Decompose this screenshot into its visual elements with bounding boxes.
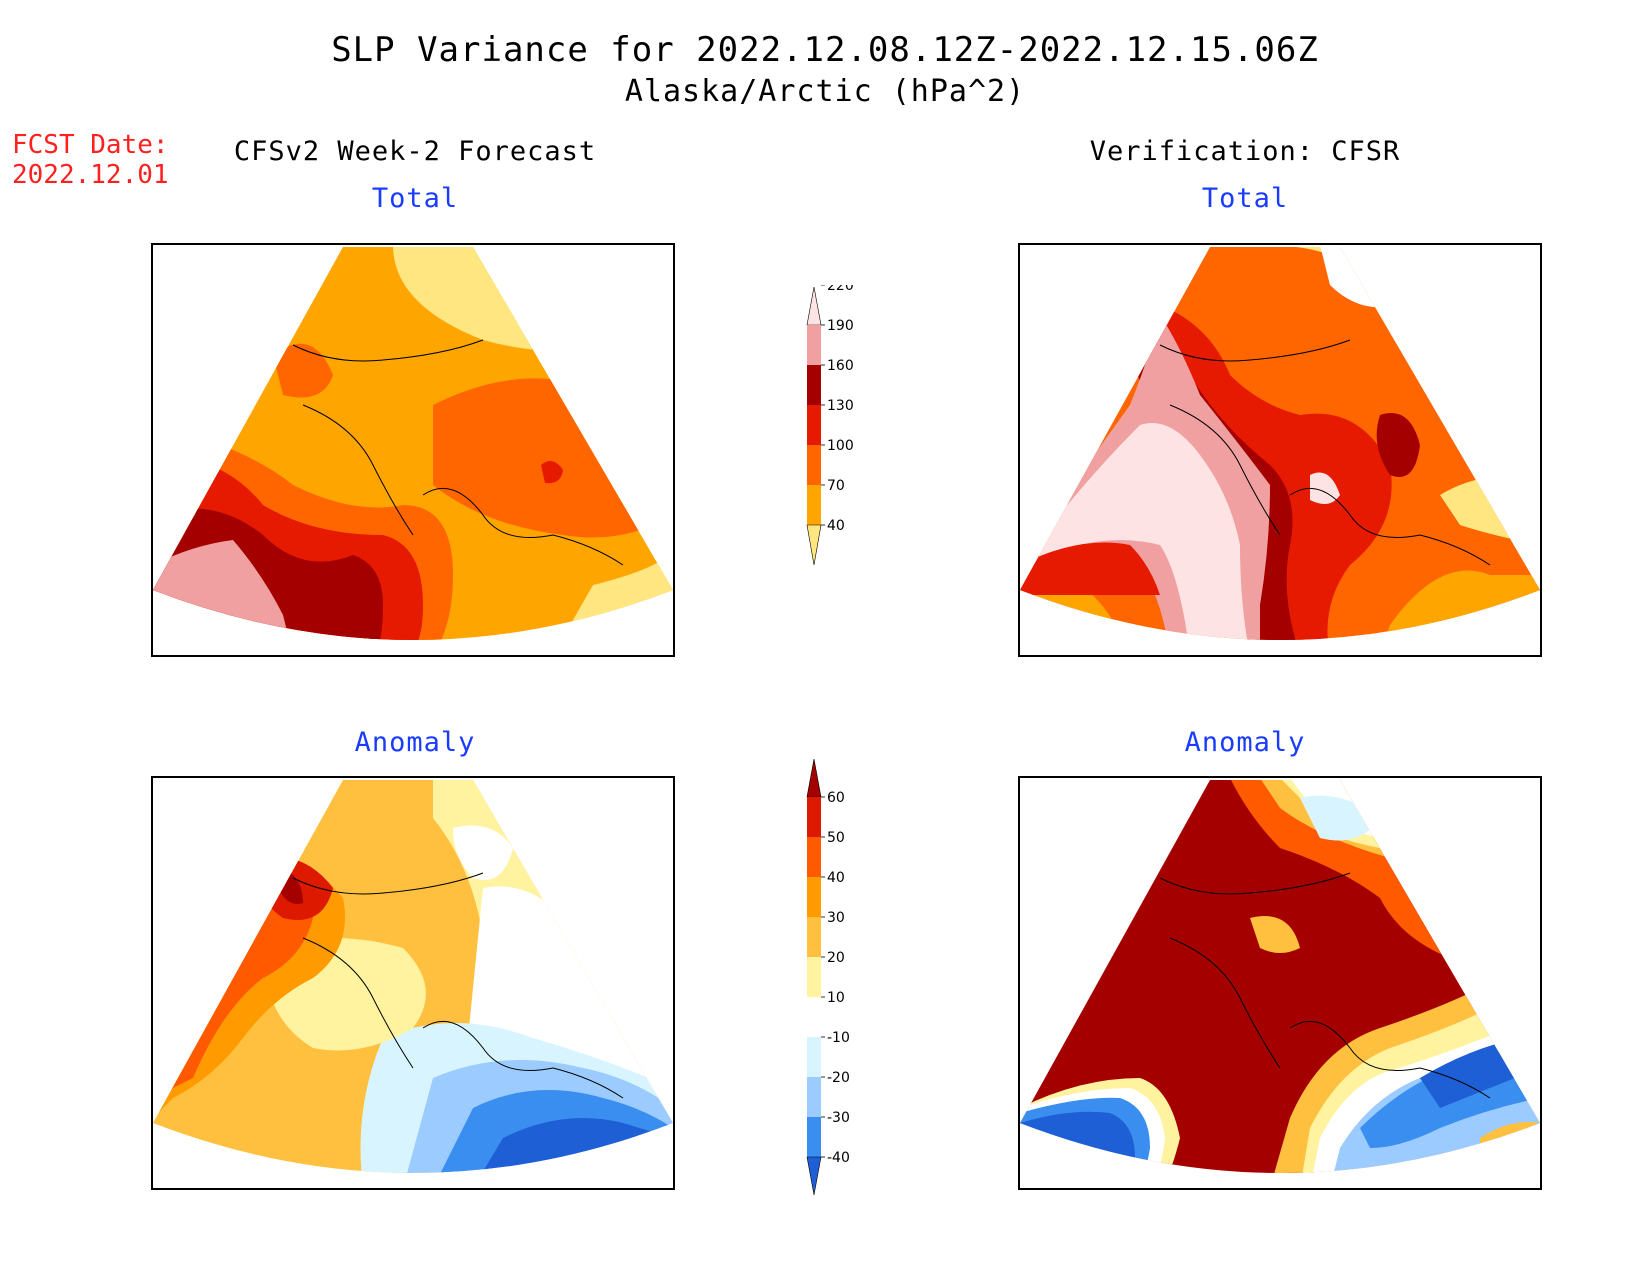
- anomaly-colorbar-tick-label: 20: [827, 950, 845, 966]
- anomaly-colorbar-tick-label: 40: [827, 870, 845, 886]
- total-colorbar-tick-label: 220: [827, 285, 854, 294]
- total-colorbar-tick-label: 70: [827, 478, 845, 494]
- anomaly-colorbar-swatch: [807, 877, 821, 917]
- verification-anomaly-label: Anomaly: [1184, 727, 1306, 758]
- main-subtitle: Alaska/Arctic (hPa^2): [624, 74, 1026, 109]
- total-colorbar-swatch: [807, 325, 821, 365]
- total-colorbar-swatch: [807, 365, 821, 405]
- anomaly-colorbar-tick-label: 60: [827, 790, 845, 806]
- total-colorbar: 40 70 100 130 160 190 220: [795, 278, 875, 615]
- total-colorbar-tick-label: 130: [827, 398, 854, 414]
- anomaly-colorbar-swatch: [807, 797, 821, 837]
- verification-total-label: Total: [1201, 183, 1289, 214]
- total-colorbar-swatch: [807, 485, 821, 525]
- forecast-column-title: CFSv2 Week-2 Forecast: [233, 136, 597, 167]
- forecast-total-label: Total: [371, 183, 459, 214]
- anomaly-colorbar-swatch: [807, 1037, 821, 1077]
- total-colorbar-swatch: [807, 445, 821, 485]
- forecast-anomaly-label: Anomaly: [354, 727, 476, 758]
- anomaly-colorbar-tick-label: 10: [827, 990, 845, 1006]
- anomaly-colorbar-swatch: [807, 917, 821, 957]
- anomaly-colorbar-tick-label: -10: [827, 1030, 850, 1046]
- verification-total-map: [1018, 243, 1542, 657]
- anomaly-colorbar-tick-label: -40: [827, 1150, 850, 1166]
- anomaly-colorbar-top-triangle: [806, 758, 822, 798]
- anomaly-colorbar-tick-label: 30: [827, 910, 845, 926]
- total-colorbar-tick-label: 100: [827, 438, 854, 454]
- total-colorbar-tick-label: 160: [827, 358, 854, 374]
- total-colorbar-tick-label: 190: [827, 318, 854, 334]
- verification-column-title: Verification: CFSR: [1089, 136, 1401, 167]
- forecast-anomaly-map: [151, 776, 675, 1190]
- anomaly-colorbar: -40 -30 -20 -10 10 20 30 40 50 60: [795, 757, 875, 1207]
- main-title: SLP Variance for 2022.12.08.12Z-2022.12.…: [331, 30, 1319, 70]
- anomaly-colorbar-swatch: [807, 957, 821, 997]
- total-colorbar-tick-label: 40: [827, 518, 845, 534]
- anomaly-colorbar-swatch: [807, 1077, 821, 1117]
- total-colorbar-swatch: [807, 405, 821, 445]
- anomaly-colorbar-swatch: [807, 837, 821, 877]
- anomaly-colorbar-swatch: [807, 1117, 821, 1157]
- verification-anomaly-map: [1018, 776, 1542, 1190]
- anomaly-colorbar-swatch: [807, 997, 821, 1037]
- total-colorbar-top-triangle: [806, 286, 822, 326]
- anomaly-colorbar-tick-label: -30: [827, 1110, 850, 1126]
- anomaly-colorbar-tick-label: -20: [827, 1070, 850, 1086]
- fcst-date-value: 2022.12.01: [12, 160, 169, 190]
- anomaly-colorbar-tick-label: 50: [827, 830, 845, 846]
- fcst-date-label: FCST Date:: [12, 130, 169, 160]
- anomaly-colorbar-bottom-triangle: [806, 1156, 822, 1196]
- total-colorbar-bottom-triangle: [806, 524, 822, 566]
- forecast-total-map: [151, 243, 675, 657]
